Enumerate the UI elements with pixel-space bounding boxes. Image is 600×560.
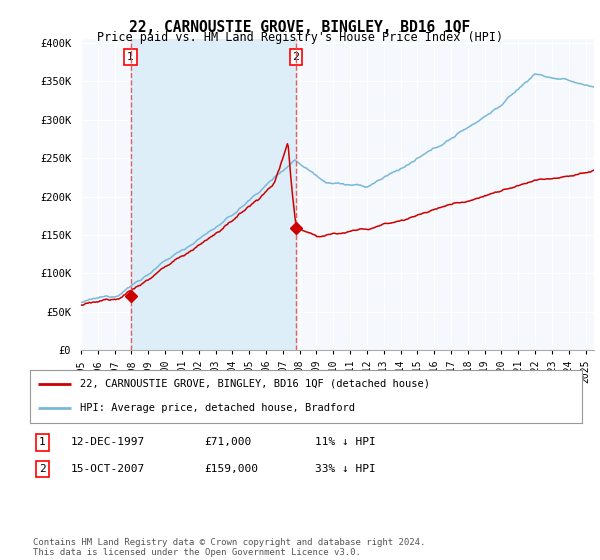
Text: Price paid vs. HM Land Registry's House Price Index (HPI): Price paid vs. HM Land Registry's House … [97, 31, 503, 44]
Text: 12-DEC-1997: 12-DEC-1997 [71, 437, 145, 447]
Text: 22, CARNOUSTIE GROVE, BINGLEY, BD16 1QF: 22, CARNOUSTIE GROVE, BINGLEY, BD16 1QF [130, 20, 470, 35]
Text: 2: 2 [39, 464, 46, 474]
Text: Contains HM Land Registry data © Crown copyright and database right 2024.
This d: Contains HM Land Registry data © Crown c… [33, 538, 425, 557]
Text: 22, CARNOUSTIE GROVE, BINGLEY, BD16 1QF (detached house): 22, CARNOUSTIE GROVE, BINGLEY, BD16 1QF … [80, 379, 430, 389]
Bar [131, 39, 296, 350]
Text: 2: 2 [293, 52, 299, 62]
Text: £71,000: £71,000 [204, 437, 251, 447]
Text: 1: 1 [127, 52, 134, 62]
Text: £159,000: £159,000 [204, 464, 258, 474]
Text: HPI: Average price, detached house, Bradford: HPI: Average price, detached house, Brad… [80, 403, 355, 413]
Text: 1: 1 [39, 437, 46, 447]
Text: 15-OCT-2007: 15-OCT-2007 [71, 464, 145, 474]
Text: 33% ↓ HPI: 33% ↓ HPI [315, 464, 376, 474]
Text: 11% ↓ HPI: 11% ↓ HPI [315, 437, 376, 447]
